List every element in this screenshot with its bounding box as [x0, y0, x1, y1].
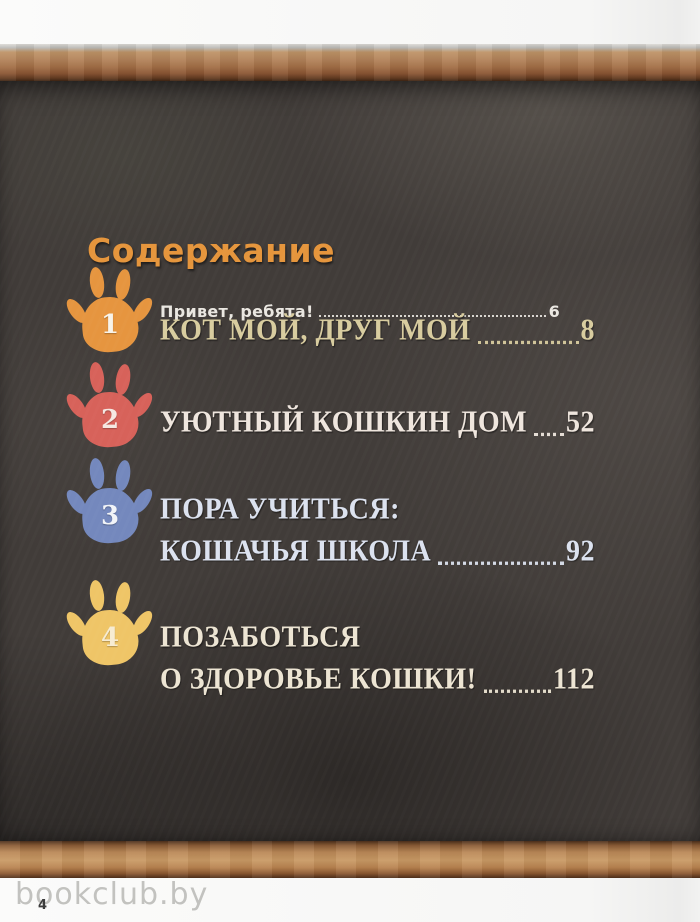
paw-toe-icon — [113, 363, 133, 396]
paw-toe-icon — [88, 361, 106, 394]
paw-print-icon: 4 — [63, 579, 156, 668]
paw-toe-icon — [88, 266, 106, 299]
paw-pad-icon: 4 — [79, 607, 141, 668]
toc-intro-label: Привет, ребята! — [160, 302, 314, 321]
chapter-title-text: КОТ МОЙ, ДРУГ МОЙ — [160, 313, 471, 348]
dot-leader — [483, 689, 552, 693]
toc-intro-page: 6 — [548, 302, 560, 321]
chalkboard-frame-top — [0, 44, 700, 81]
paw-print-icon: 1 — [63, 266, 156, 355]
chapter-title-text: КОШАЧЬЯ ШКОЛА — [160, 534, 432, 569]
paw-toe-icon — [88, 579, 106, 612]
paw-print-icon: 2 — [63, 361, 156, 450]
chapter-title-text: ПОРА УЧИТЬСЯ: — [160, 492, 400, 527]
chapter-title-text: ПОЗАБОТЬСЯ — [160, 620, 361, 655]
chapter-page-number: 112 — [553, 662, 595, 697]
chalkboard: Содержание Привет, ребята! 6 1 КОТ МОЙ, … — [0, 81, 700, 841]
paw-toe-icon — [113, 268, 133, 301]
chapter-title: ПОЗАБОТЬСЯ О ЗДОРОВЬЕ КОШКИ! 112 — [160, 617, 595, 701]
chapter-title: УЮТНЫЙ КОШКИН ДОМ 52 — [160, 402, 595, 444]
chapter-page-number: 8 — [580, 313, 595, 348]
chapter-number: 3 — [100, 500, 120, 531]
paw-pad-icon: 1 — [79, 294, 141, 355]
page-number: 4 — [38, 898, 48, 913]
chapter-title-text: О ЗДОРОВЬЕ КОШКИ! — [160, 662, 477, 697]
dot-leader — [438, 561, 564, 565]
watermark: bookclub.by — [15, 877, 209, 912]
chapter-number: 2 — [100, 404, 120, 435]
chapter-page-number: 52 — [566, 405, 595, 440]
chapter-title: КОТ МОЙ, ДРУГ МОЙ 8 — [160, 310, 595, 352]
toc-intro-row: Привет, ребята! 6 — [160, 302, 560, 321]
chalkboard-frame-bottom — [0, 841, 700, 878]
dot-leader — [534, 432, 564, 437]
page-title: Содержание — [87, 231, 335, 270]
chapter-title-text: УЮТНЫЙ КОШКИН ДОМ — [160, 405, 528, 440]
chapter-number: 1 — [100, 309, 120, 340]
paw-toe-icon — [113, 459, 133, 492]
chapter-title: ПОРА УЧИТЬСЯ: КОШАЧЬЯ ШКОЛА 92 — [160, 489, 595, 573]
chapter-page-number: 92 — [566, 534, 595, 569]
dot-leader — [318, 315, 546, 318]
chapter-number: 4 — [100, 622, 120, 653]
paw-toe-icon — [88, 457, 106, 490]
dot-leader — [477, 340, 579, 345]
paw-toe-icon — [113, 581, 133, 614]
paw-pad-icon: 2 — [79, 389, 141, 450]
paw-pad-icon: 3 — [79, 485, 141, 546]
paw-print-icon: 3 — [63, 457, 156, 546]
